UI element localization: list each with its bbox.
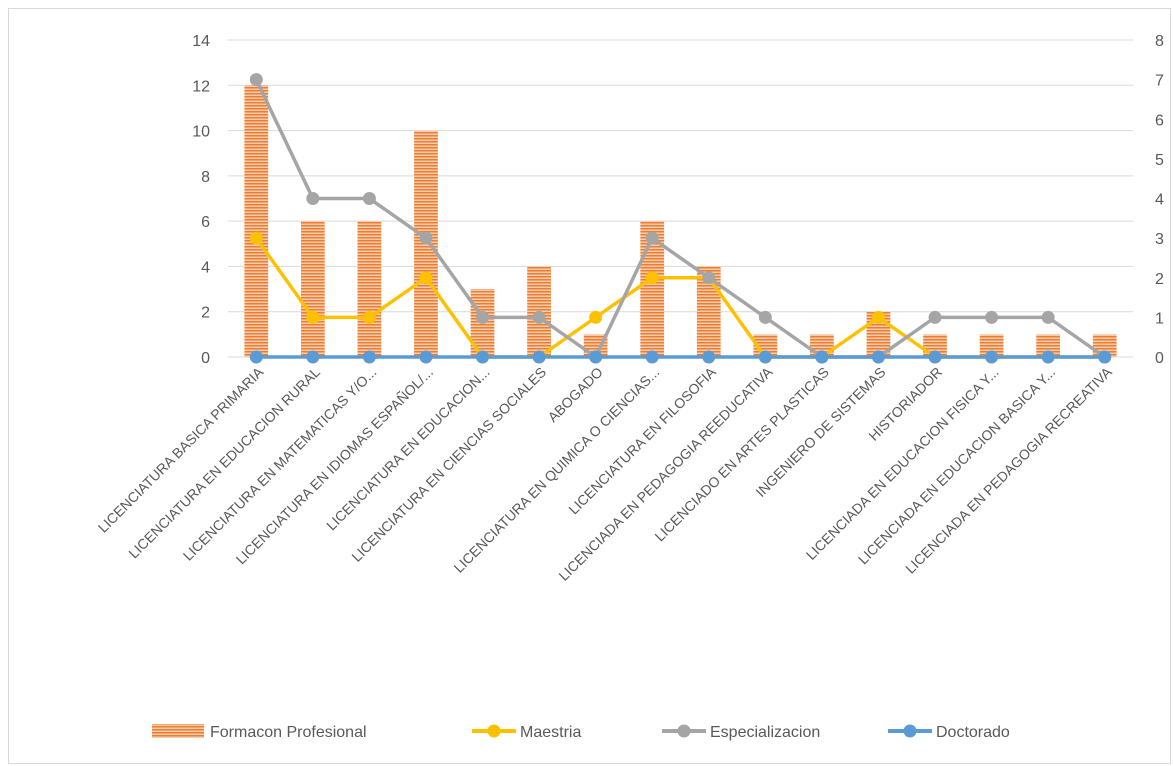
- category-label: LICENCIATURA EN CIENCIAS SOCIALES: [348, 364, 549, 565]
- legend-label: Doctorado: [936, 724, 1010, 741]
- bar-series: [244, 85, 1117, 358]
- point-doctorado: [1098, 350, 1112, 364]
- point-especializacion: [362, 192, 376, 205]
- left-axis-ticks: 0 2 4 6 8 10 12 14: [192, 33, 210, 367]
- point-doctorado: [645, 350, 659, 364]
- left-tick-label: 14: [192, 33, 210, 50]
- right-tick-label: 2: [1155, 271, 1164, 288]
- bar-formacon-profesional: [979, 334, 1004, 357]
- point-especializacion: [758, 310, 772, 324]
- right-tick-label: 1: [1155, 310, 1164, 327]
- line-especializacion: [254, 78, 1106, 359]
- point-maestria: [249, 231, 263, 245]
- point-doctorado: [532, 350, 546, 364]
- left-tick-label: 12: [192, 78, 210, 95]
- point-maestria: [589, 310, 603, 324]
- chart-frame: [8, 8, 1171, 764]
- point-doctorado: [476, 350, 490, 364]
- point-maestria: [306, 310, 320, 324]
- point-doctorado: [589, 350, 603, 364]
- point-maestria: [362, 310, 376, 324]
- point-doctorado: [985, 350, 999, 364]
- right-tick-label: 6: [1155, 112, 1164, 129]
- left-tick-label: 10: [192, 124, 210, 141]
- right-tick-label: 4: [1155, 192, 1164, 209]
- category-label: LICENCIATURA EN QUIMICA O CIENCIAS...: [450, 364, 662, 576]
- legend-marker-maestria: [487, 724, 501, 738]
- point-maestria: [419, 271, 433, 285]
- line-series: [249, 73, 1112, 364]
- point-especializacion: [645, 231, 659, 245]
- point-especializacion: [306, 192, 320, 205]
- category-label: LICENCIADA EN EDUCACION BASICA Y...: [855, 364, 1059, 568]
- category-label: LICENCIADA EN PEDAGOGIA REEDUCATIVA: [555, 363, 775, 583]
- category-label: LICENCIADA EN PEDAGOGIA RECREATIVA: [902, 363, 1115, 576]
- point-doctorado: [815, 350, 829, 364]
- legend-label: Formacon Profesional: [210, 724, 367, 741]
- point-especializacion: [928, 310, 942, 324]
- point-doctorado: [419, 350, 433, 364]
- category-label: LICENCIATURA EN MATEMATICAS Y/O...: [180, 364, 380, 564]
- left-tick-label: 2: [201, 305, 210, 322]
- bar-formacon-profesional: [357, 221, 382, 357]
- point-especializacion: [419, 231, 433, 245]
- point-especializacion: [476, 310, 490, 324]
- category-label: LICENCIATURA EN IDIOMAS ESPAÑOL/...: [233, 364, 436, 567]
- bar-formacon-profesional: [640, 221, 665, 357]
- point-doctorado: [362, 350, 376, 364]
- right-tick-label: 5: [1155, 152, 1164, 169]
- point-maestria: [645, 271, 659, 285]
- point-especializacion: [985, 310, 999, 324]
- point-doctorado: [1041, 350, 1055, 364]
- right-tick-label: 8: [1155, 33, 1164, 50]
- left-tick-label: 6: [201, 214, 210, 231]
- point-especializacion: [702, 271, 716, 285]
- legend-swatch-formacon-profesional: [152, 724, 204, 738]
- bar-formacon-profesional: [1036, 334, 1061, 357]
- left-tick-label: 0: [201, 350, 210, 367]
- right-tick-label: 0: [1155, 350, 1164, 367]
- point-doctorado: [306, 350, 320, 364]
- right-tick-label: 7: [1155, 73, 1164, 90]
- right-tick-label: 3: [1155, 231, 1164, 248]
- category-labels: LICENCIATURA BASICA PRIMARIALICENCIATURA…: [95, 363, 1116, 583]
- left-tick-label: 8: [201, 169, 210, 186]
- point-doctorado: [871, 350, 885, 364]
- point-doctorado: [702, 350, 716, 364]
- right-axis-ticks: 0 1 2 3 4 5 6 7 8: [1155, 33, 1164, 367]
- category-label: ABOGADO: [544, 364, 605, 425]
- bar-formacon-profesional: [300, 221, 325, 357]
- bar-formacon-profesional: [244, 85, 269, 358]
- legend-label: Especializacion: [710, 724, 820, 741]
- point-especializacion: [249, 73, 263, 87]
- point-especializacion: [532, 310, 546, 324]
- left-tick-label: 4: [201, 259, 210, 276]
- legend-label: Maestria: [520, 724, 581, 741]
- point-maestria: [871, 310, 885, 324]
- point-doctorado: [249, 350, 263, 364]
- legend-marker-doctorado: [903, 724, 917, 738]
- category-label: LICENCIADA EN EDUCACION FISICA Y...: [803, 364, 1002, 563]
- legend: Formacon Profesional Maestria Especializac…: [152, 724, 1010, 741]
- point-doctorado: [928, 350, 942, 364]
- point-doctorado: [758, 350, 772, 364]
- legend-marker-especializacion: [677, 724, 691, 738]
- point-especializacion: [1041, 310, 1055, 324]
